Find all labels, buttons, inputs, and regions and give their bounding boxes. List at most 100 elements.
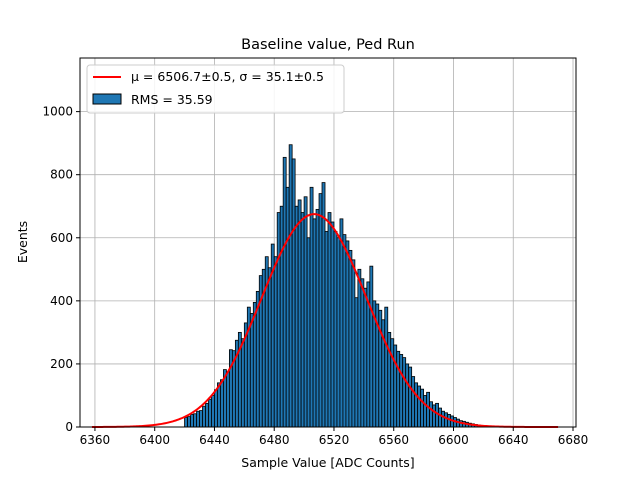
histogram-bin-33 — [282, 156, 287, 428]
histogram-bin-41 — [306, 237, 311, 428]
chart-title: Baseline value, Ped Run — [241, 37, 415, 53]
histogram-bin-36 — [291, 158, 296, 428]
histogram-bin-19 — [240, 338, 245, 428]
x-tick-label-4: 6520 — [319, 433, 350, 447]
x-axis-label: Sample Value [ADC Counts] — [241, 455, 414, 470]
legend-histogram-label: RMS = 35.59 — [131, 92, 213, 107]
histogram-bin-69 — [390, 338, 395, 428]
histogram-bin-74 — [405, 363, 410, 428]
legend-box — [86, 64, 345, 114]
histogram-bin-15 — [228, 349, 233, 428]
histogram-bin-50 — [333, 231, 338, 428]
x-tick-label-6: 6600 — [438, 433, 469, 447]
histogram-bin-14 — [226, 371, 230, 428]
histogram-bin-59 — [360, 278, 365, 428]
histogram-bin-72 — [399, 354, 404, 428]
histogram-bin-0 — [184, 417, 188, 428]
y-axis-ticks: 0 200 400 600 800 1000 — [42, 105, 80, 434]
histogram-bin-77 — [414, 382, 419, 428]
gaussian-fit-line — [91, 213, 559, 428]
y-tick-label-1: 200 — [50, 357, 73, 371]
x-tick-label-3: 6480 — [259, 433, 290, 447]
histogram-bin-1 — [187, 416, 191, 428]
histogram-bin-34 — [285, 186, 290, 428]
histogram-bin-3 — [193, 413, 197, 428]
histogram-bin-53 — [342, 234, 347, 428]
legend: μ = 6506.7±0.5, σ = 35.1±0.5 RMS = 35.59 — [86, 64, 345, 114]
histogram-bin-78 — [417, 385, 422, 428]
histogram-bin-73 — [402, 357, 407, 428]
histogram-bin-70 — [393, 344, 398, 428]
histogram-bin-42 — [309, 186, 314, 428]
histogram-bin-44 — [315, 208, 320, 428]
histogram-bin-87 — [444, 412, 448, 428]
y-tick-label-5: 1000 — [42, 105, 73, 119]
histogram-bin-62 — [369, 265, 374, 428]
histogram-bin-71 — [396, 350, 401, 428]
histogram-bin-6 — [202, 405, 206, 428]
histogram-bin-5 — [199, 410, 203, 428]
histogram-bin-67 — [384, 306, 389, 428]
histogram-bin-32 — [279, 205, 284, 428]
histogram-bin-83 — [432, 404, 436, 428]
x-tick-label-7: 6640 — [498, 433, 529, 447]
plot-area-frame — [79, 57, 577, 428]
y-tick-label-3: 600 — [50, 231, 73, 245]
histogram-bin-60 — [363, 287, 368, 428]
histogram-bin-4 — [196, 410, 200, 428]
histogram-bin-58 — [357, 268, 362, 428]
histogram-bin-22 — [249, 313, 254, 428]
histogram-bin-28 — [267, 267, 272, 428]
histogram-bin-30 — [273, 256, 278, 428]
histogram-bin-55 — [348, 249, 353, 428]
x-tick-label-1: 6400 — [139, 433, 170, 447]
histogram-bin-43 — [312, 218, 317, 428]
histogram-bin-31 — [276, 212, 281, 428]
histogram-bin-85 — [438, 407, 442, 428]
y-tick-label-2: 400 — [50, 294, 73, 308]
histogram-bin-49 — [330, 221, 335, 428]
histogram-bin-56 — [351, 259, 356, 428]
histogram-bin-88 — [447, 413, 451, 428]
histogram-bin-84 — [435, 402, 439, 428]
histogram-bin-52 — [339, 218, 344, 428]
histogram-bin-47 — [324, 231, 329, 428]
histogram-bin-45 — [318, 193, 323, 428]
y-tick-label-0: 0 — [65, 420, 73, 434]
legend-fit-label: μ = 6506.7±0.5, σ = 35.1±0.5 — [131, 69, 324, 84]
histogram-bin-80 — [423, 395, 428, 428]
histogram-bin-2 — [190, 413, 194, 428]
histogram-bin-23 — [252, 302, 257, 428]
histogram-bin-79 — [420, 388, 425, 428]
histogram-bin-76 — [411, 376, 416, 428]
x-axis-ticks: 6360 6400 6440 6480 6520 6560 6600 6640 6680 — [80, 427, 589, 447]
y-tick-label-4: 800 — [50, 168, 73, 182]
histogram-bin-10 — [214, 389, 218, 428]
histogram-bin-9 — [211, 395, 215, 428]
histogram-bin-86 — [441, 410, 445, 428]
histogram-bin-40 — [303, 196, 308, 428]
histogram-bin-39 — [300, 212, 305, 428]
histogram-bin-8 — [208, 398, 212, 428]
histogram-bin-48 — [327, 212, 332, 428]
histogram-bin-35 — [288, 144, 293, 428]
x-tick-label-0: 6360 — [80, 433, 111, 447]
x-tick-label-8: 6680 — [558, 433, 589, 447]
histogram-bin-11 — [217, 382, 221, 428]
y-axis-label: Events — [15, 221, 30, 263]
histogram-bin-54 — [345, 240, 350, 428]
histogram-bin-51 — [336, 237, 341, 428]
histogram-bin-81 — [426, 391, 430, 428]
histogram-bin-37 — [294, 205, 299, 428]
histogram-bin-82 — [429, 401, 433, 428]
histogram-bin-12 — [220, 379, 224, 428]
histogram-bars — [184, 144, 487, 428]
histogram-bin-38 — [297, 199, 302, 428]
histogram-bin-57 — [354, 297, 359, 428]
legend-histogram-swatch — [92, 93, 122, 105]
histogram-bin-75 — [408, 366, 413, 428]
histogram-bin-7 — [205, 402, 209, 428]
x-tick-label-5: 6560 — [378, 433, 409, 447]
x-tick-label-2: 6440 — [199, 433, 230, 447]
